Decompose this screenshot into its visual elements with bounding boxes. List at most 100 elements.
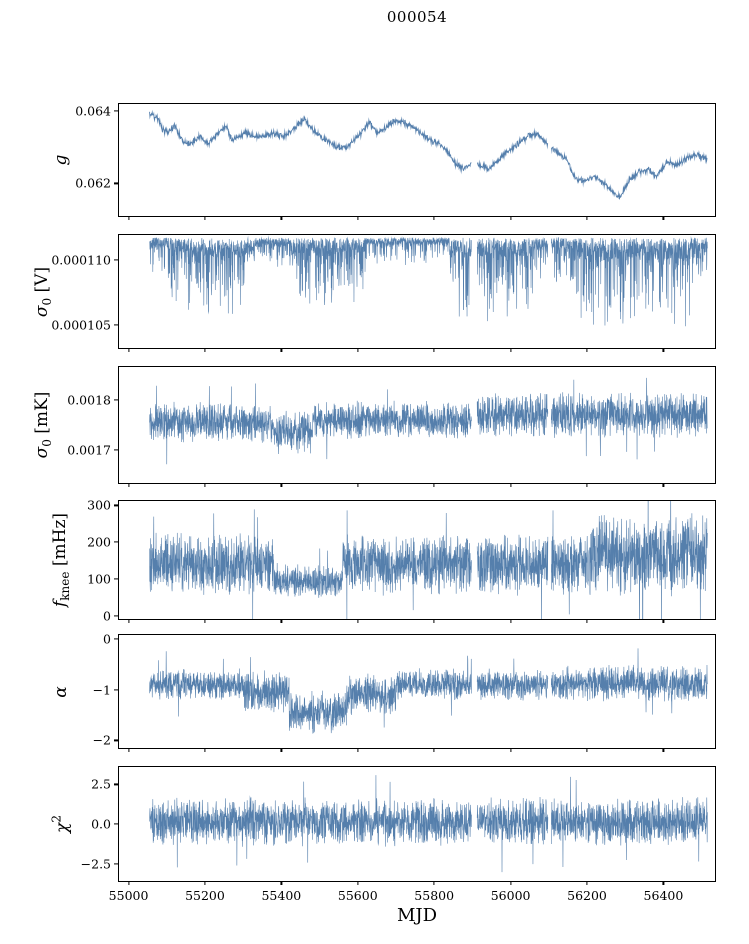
y-tick-label: 0.0017 — [67, 442, 111, 458]
x-tick — [127, 216, 130, 220]
x-tick — [127, 619, 130, 623]
panel-sigma0-mk: σ0 [mK] 0.0018 0.0017 — [32, 366, 716, 487]
y-tick — [114, 449, 118, 451]
y-tick-label: 200 — [87, 534, 111, 550]
x-tick — [280, 748, 282, 752]
y-axis-label: χ2 — [49, 815, 73, 833]
x-tick-label: 55000 — [108, 888, 149, 903]
y-tick — [114, 739, 118, 741]
y-tick-label: 0.0 — [91, 816, 111, 832]
y-axis-label: g — [51, 154, 71, 166]
x-axis-label: MJD — [396, 905, 438, 926]
y-tick-label: 0.062 — [75, 175, 111, 191]
x-tick — [433, 483, 435, 487]
x-tick — [127, 881, 130, 885]
x-tick — [510, 216, 512, 220]
y-tick-label: 300 — [87, 497, 111, 513]
data-series-canvas — [119, 501, 715, 619]
x-tick — [586, 881, 588, 885]
x-tick — [280, 348, 282, 352]
y-tick-label: −1 — [92, 682, 111, 698]
x-tick-label: 55600 — [337, 888, 378, 903]
panel-g: g 0.064 0.062 — [51, 103, 716, 220]
x-tick-label: 55400 — [261, 888, 302, 903]
x-tick — [662, 348, 665, 352]
data-series-canvas — [119, 104, 715, 216]
x-tick — [280, 216, 282, 220]
x-tick — [662, 483, 665, 487]
panel-alpha: α 0 −1 −2 — [51, 632, 716, 752]
x-tick — [127, 748, 130, 752]
x-tick — [204, 483, 206, 487]
x-tick — [586, 348, 588, 352]
y-tick — [114, 259, 118, 261]
panel-chi2: χ2 2.5 0.0 −2.5 55000 55200 55400 55600 55800 56… — [50, 766, 716, 903]
data-series-canvas — [119, 235, 715, 348]
x-tick — [433, 748, 435, 752]
y-tick — [114, 110, 118, 112]
x-tick — [357, 881, 359, 885]
x-tick — [662, 619, 665, 623]
x-tick — [127, 348, 130, 352]
y-axis-label: fknee [mHz] — [49, 512, 73, 608]
data-series-canvas — [119, 635, 715, 748]
y-tick-label: 100 — [87, 571, 111, 587]
x-tick — [357, 216, 359, 220]
x-tick — [280, 483, 282, 487]
x-tick — [357, 619, 359, 623]
x-tick — [204, 748, 206, 752]
x-tick — [662, 748, 665, 752]
y-tick — [114, 615, 118, 617]
x-tick — [586, 748, 588, 752]
x-tick — [510, 483, 512, 487]
x-tick-label: 56000 — [490, 888, 531, 903]
y-tick — [114, 324, 118, 326]
x-tick-label: 56200 — [567, 888, 607, 903]
x-tick — [433, 619, 435, 623]
x-tick — [204, 881, 206, 885]
y-tick-label: −2.5 — [80, 856, 111, 872]
y-tick-label: 0.000105 — [51, 317, 111, 333]
x-tick — [433, 881, 435, 885]
x-tick — [357, 748, 359, 752]
x-tick — [510, 619, 512, 623]
data-series-canvas — [119, 367, 715, 483]
x-tick — [204, 216, 206, 220]
x-tick — [204, 348, 206, 352]
x-tick — [662, 216, 665, 220]
x-tick — [586, 619, 588, 623]
y-axis-label: σ0 [mK] — [31, 391, 55, 459]
x-tick — [510, 348, 512, 352]
y-tick — [114, 541, 118, 543]
y-tick-label: −2 — [92, 732, 111, 748]
y-tick — [114, 638, 118, 640]
x-tick — [433, 216, 435, 220]
panel-fknee: fknee [mHz] 300 200 100 0 — [50, 498, 716, 624]
x-tick — [510, 881, 512, 885]
y-tick-label: 0.064 — [75, 103, 111, 119]
x-tick — [127, 483, 130, 487]
y-tick-label: 0.0018 — [67, 392, 111, 408]
y-tick-label: 0 — [103, 631, 111, 647]
x-tick-label: 55800 — [414, 888, 455, 903]
y-tick-label: 0 — [103, 608, 111, 624]
y-tick-label: 0.000110 — [51, 252, 111, 268]
x-tick — [280, 881, 282, 885]
data-series-canvas — [119, 767, 715, 881]
x-tick — [586, 483, 588, 487]
y-tick — [114, 689, 118, 691]
x-tick — [662, 881, 665, 885]
y-axis-label: σ0 [V] — [31, 266, 55, 317]
y-tick — [114, 783, 118, 785]
y-axis-label: α — [51, 685, 71, 698]
y-tick — [114, 578, 118, 580]
figure-title: 000054 — [386, 8, 448, 26]
x-tick — [433, 348, 435, 352]
y-tick — [114, 823, 118, 825]
y-tick — [114, 504, 118, 507]
y-tick — [114, 182, 118, 185]
x-tick — [280, 619, 282, 623]
panel-sigma0-v: σ0 [V] 0.000110 0.000105 — [32, 234, 716, 352]
x-tick — [357, 483, 359, 487]
